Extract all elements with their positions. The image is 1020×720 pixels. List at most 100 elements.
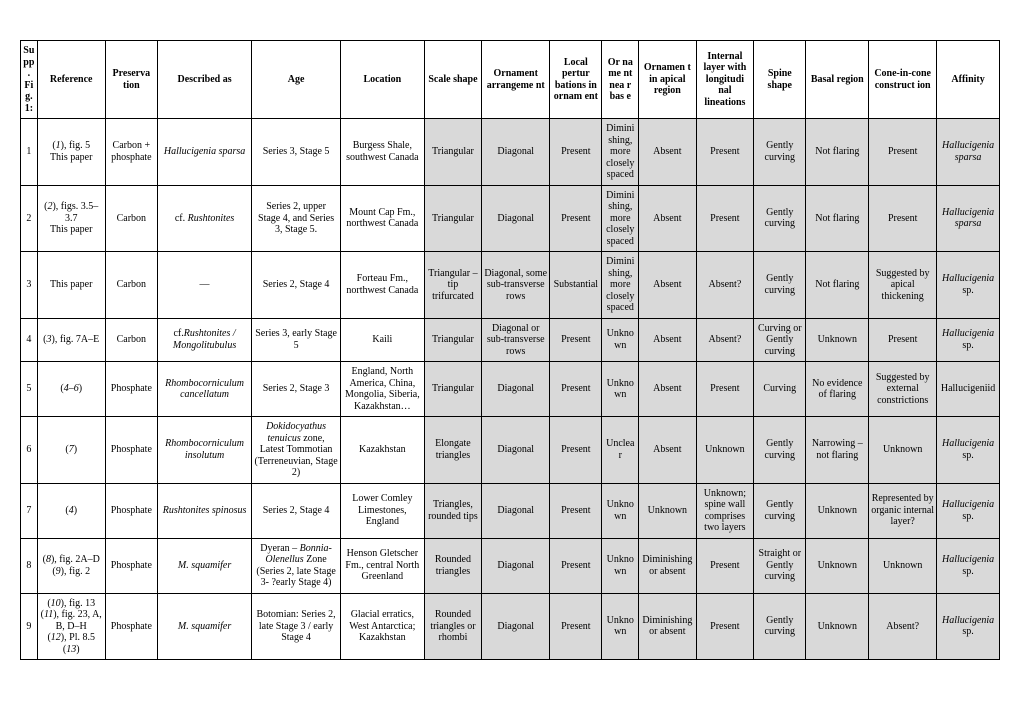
cell-pres: Carbon bbox=[105, 252, 157, 319]
hdr-ornnb: Or na me nt nea r bas e bbox=[602, 41, 639, 119]
cell-sshape: Triangular bbox=[424, 362, 482, 417]
hdr-age: Age bbox=[252, 41, 341, 119]
cell-loc: Mount Cap Fm., northwest Canada bbox=[341, 185, 425, 252]
hdr-ornap: Ornamen t in apical region bbox=[639, 41, 697, 119]
cell-intl: Unknown; spine wall comprises two layers bbox=[696, 483, 754, 538]
cell-ornap: Absent bbox=[639, 185, 697, 252]
cell-age: Series 3, Stage 5 bbox=[252, 119, 341, 186]
cell-orn: Diagonal or sub-transverse rows bbox=[482, 318, 550, 362]
cell-basal: No evidence of flaring bbox=[806, 362, 869, 417]
cell-basal: Unknown bbox=[806, 538, 869, 593]
cell-basal: Unknown bbox=[806, 593, 869, 660]
cell-loc: England, North America, China, Mongolia,… bbox=[341, 362, 425, 417]
cell-ref: (4–6) bbox=[37, 362, 105, 417]
cell-loc: Lower Comley Limestones, England bbox=[341, 483, 425, 538]
cell-cone: Suggested by external constrictions bbox=[869, 362, 937, 417]
cell-cone: Present bbox=[869, 318, 937, 362]
cell-aff: Hallucigenia sp. bbox=[937, 318, 1000, 362]
cell-orn: Diagonal bbox=[482, 417, 550, 484]
hdr-orn: Ornament arrangeme nt bbox=[482, 41, 550, 119]
cell-lpert: Present bbox=[550, 593, 602, 660]
cell-basal: Not flaring bbox=[806, 185, 869, 252]
cell-spine: Gently curving bbox=[754, 417, 806, 484]
cell-pres: Carbon bbox=[105, 185, 157, 252]
cell-ornnb: Unkno wn bbox=[602, 593, 639, 660]
cell-idx: 3 bbox=[21, 252, 38, 319]
cell-ref: (7) bbox=[37, 417, 105, 484]
cell-cone: Present bbox=[869, 185, 937, 252]
cell-ornnb: Unkno wn bbox=[602, 318, 639, 362]
cell-orn: Diagonal bbox=[482, 185, 550, 252]
cell-idx: 6 bbox=[21, 417, 38, 484]
cell-spine: Gently curving bbox=[754, 119, 806, 186]
hdr-cone: Cone-in-cone construct ion bbox=[869, 41, 937, 119]
cell-age: Dyeran – Bonnia-Olenellus Zone (Series 2… bbox=[252, 538, 341, 593]
table-row: 5(4–6)PhosphateRhombocorniculum cancella… bbox=[21, 362, 1000, 417]
comparison-table: Supp. Fig. 1: Reference Preserva tion De… bbox=[20, 40, 1000, 660]
cell-loc: Burgess Shale, southwest Canada bbox=[341, 119, 425, 186]
cell-lpert: Substantial bbox=[550, 252, 602, 319]
cell-sshape: Rounded triangles or rhombi bbox=[424, 593, 482, 660]
cell-sshape: Triangular bbox=[424, 119, 482, 186]
cell-desc: Hallucigenia sparsa bbox=[157, 119, 251, 186]
cell-desc: Rushtonites spinosus bbox=[157, 483, 251, 538]
cell-loc: Kaili bbox=[341, 318, 425, 362]
cell-loc: Kazakhstan bbox=[341, 417, 425, 484]
cell-aff: Hallucigeniid bbox=[937, 362, 1000, 417]
hdr-loc: Location bbox=[341, 41, 425, 119]
cell-loc: Glacial erratics, West Antarctica; Kazak… bbox=[341, 593, 425, 660]
cell-spine: Straight or Gently curving bbox=[754, 538, 806, 593]
cell-pres: Phosphate bbox=[105, 538, 157, 593]
cell-pres: Carbon + phosphate bbox=[105, 119, 157, 186]
cell-sshape: Triangles, rounded tips bbox=[424, 483, 482, 538]
cell-spine: Gently curving bbox=[754, 185, 806, 252]
cell-ornap: Unknown bbox=[639, 483, 697, 538]
cell-ref: This paper bbox=[37, 252, 105, 319]
cell-sshape: Rounded triangles bbox=[424, 538, 482, 593]
table-row: 7(4)PhosphateRushtonites spinosusSeries … bbox=[21, 483, 1000, 538]
cell-aff: Hallucigenia sp. bbox=[937, 417, 1000, 484]
cell-cone: Absent? bbox=[869, 593, 937, 660]
cell-ornnb: Unkno wn bbox=[602, 483, 639, 538]
cell-idx: 1 bbox=[21, 119, 38, 186]
cell-ornap: Absent bbox=[639, 252, 697, 319]
cell-pres: Phosphate bbox=[105, 483, 157, 538]
table-row: 6(7)PhosphateRhombocorniculum insolutumD… bbox=[21, 417, 1000, 484]
cell-idx: 2 bbox=[21, 185, 38, 252]
cell-idx: 8 bbox=[21, 538, 38, 593]
header-row: Supp. Fig. 1: Reference Preserva tion De… bbox=[21, 41, 1000, 119]
cell-ornnb: Dimini shing, more closely spaced bbox=[602, 119, 639, 186]
cell-intl: Absent? bbox=[696, 252, 754, 319]
cell-ref: (8), fig. 2A–D(9), fig. 2 bbox=[37, 538, 105, 593]
cell-intl: Present bbox=[696, 593, 754, 660]
cell-ornap: Absent bbox=[639, 119, 697, 186]
cell-cone: Represented by organic internal layer? bbox=[869, 483, 937, 538]
cell-idx: 9 bbox=[21, 593, 38, 660]
hdr-sshape: Scale shape bbox=[424, 41, 482, 119]
cell-ornnb: Dimini shing, more closely spaced bbox=[602, 185, 639, 252]
cell-pres: Phosphate bbox=[105, 593, 157, 660]
cell-spine: Gently curving bbox=[754, 252, 806, 319]
cell-intl: Present bbox=[696, 185, 754, 252]
cell-lpert: Present bbox=[550, 119, 602, 186]
cell-intl: Unknown bbox=[696, 417, 754, 484]
cell-desc: cf.Rushtonites / Mongolitubulus bbox=[157, 318, 251, 362]
cell-ornap: Diminishing or absent bbox=[639, 538, 697, 593]
table-row: 1(1), fig. 5This paperCarbon + phosphate… bbox=[21, 119, 1000, 186]
cell-age: Botomian: Series 2, late Stage 3 / early… bbox=[252, 593, 341, 660]
cell-ornnb: Unkno wn bbox=[602, 538, 639, 593]
cell-cone: Unknown bbox=[869, 417, 937, 484]
hdr-lpert: Local pertur bations in ornam ent bbox=[550, 41, 602, 119]
cell-idx: 5 bbox=[21, 362, 38, 417]
cell-orn: Diagonal bbox=[482, 538, 550, 593]
cell-idx: 7 bbox=[21, 483, 38, 538]
cell-idx: 4 bbox=[21, 318, 38, 362]
cell-lpert: Present bbox=[550, 483, 602, 538]
table-row: 4(3), fig. 7A–ECarboncf.Rushtonites / Mo… bbox=[21, 318, 1000, 362]
hdr-intl: Internal layer with longitudi nal lineat… bbox=[696, 41, 754, 119]
cell-ref: (3), fig. 7A–E bbox=[37, 318, 105, 362]
hdr-ref: Reference bbox=[37, 41, 105, 119]
cell-aff: Hallucigenia sp. bbox=[937, 483, 1000, 538]
cell-orn: Diagonal bbox=[482, 593, 550, 660]
cell-basal: Unknown bbox=[806, 483, 869, 538]
